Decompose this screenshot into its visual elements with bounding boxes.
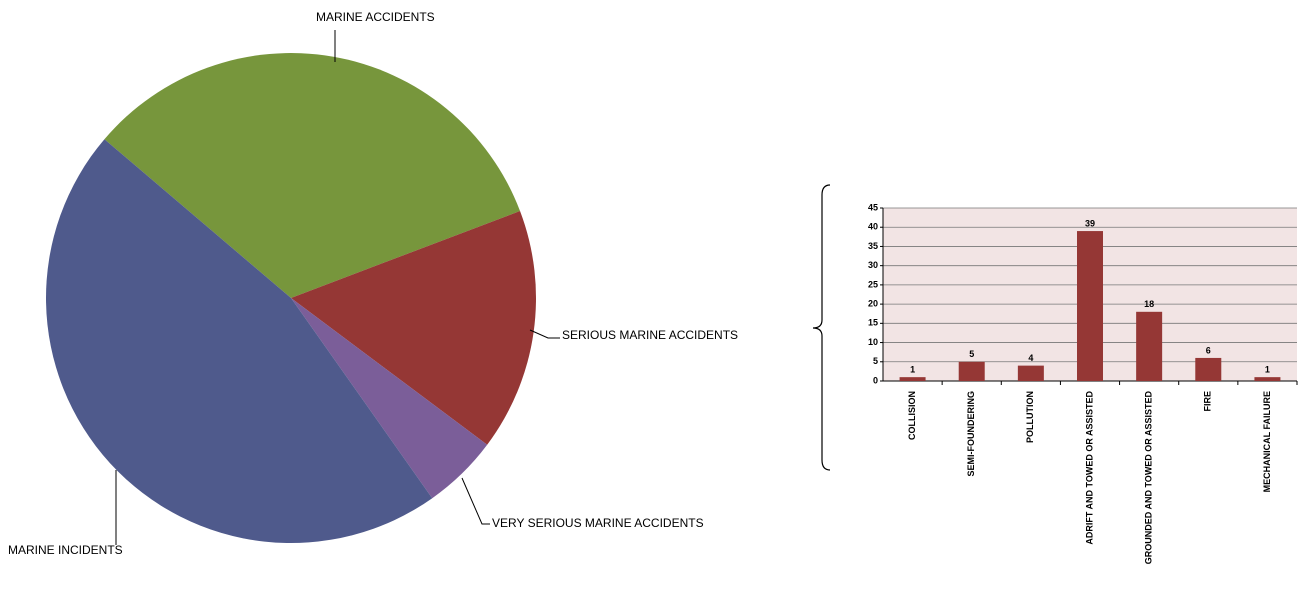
x-tick-label: SEMI-FOUNDERING [966, 391, 976, 477]
data-label: 1 [1265, 365, 1270, 375]
data-label: 18 [1144, 299, 1154, 309]
bar [1136, 311, 1163, 381]
x-tick-label: POLLUTION [1025, 391, 1035, 443]
pie-slice [104, 52, 521, 299]
pie-slice [45, 139, 433, 544]
y-tick-label: 30 [868, 260, 878, 270]
bar [1077, 231, 1103, 381]
y-tick-label: 15 [868, 318, 878, 328]
y-tick-label: 10 [868, 337, 878, 347]
pie-slice [291, 210, 536, 445]
y-tick-label: 5 [873, 356, 878, 366]
slice-label: VERY SERIOUS MARINE ACCIDENTS [492, 516, 704, 530]
y-tick-label: 25 [868, 279, 878, 289]
data-label: 5 [969, 349, 974, 359]
bar [1254, 377, 1281, 381]
x-tick-label: ADRIFT AND TOWED OR ASSISTED [1084, 391, 1094, 545]
y-tick-label: 45 [868, 202, 878, 212]
data-label: 39 [1085, 218, 1095, 228]
bar [1195, 357, 1222, 381]
x-tick-label: COLLISION [907, 391, 917, 440]
slice-label: SERIOUS MARINE ACCIDENTS [562, 328, 738, 342]
y-tick-label: 0 [873, 375, 878, 385]
bar [1017, 365, 1044, 381]
data-label: 4 [1028, 353, 1033, 363]
bracket [812, 184, 831, 471]
bar [899, 377, 926, 381]
x-tick-label: FIRE [1203, 391, 1213, 412]
y-tick-label: 40 [868, 222, 878, 232]
slice-label: MARINE ACCIDENTS [316, 10, 435, 24]
bar [958, 361, 985, 381]
data-label: 1 [910, 365, 915, 375]
y-tick-label: 35 [868, 241, 878, 251]
leader-line [529, 329, 560, 339]
slice-label: MARINE INCIDENTS [8, 543, 123, 557]
x-tick-label: MECHANICAL FAILURE [1262, 391, 1272, 492]
pie-slice [291, 298, 488, 499]
data-label: 6 [1206, 345, 1211, 355]
x-tick-label: GROUNDED AND TOWED OR ASSISTED [1144, 391, 1154, 565]
y-tick-label: 20 [868, 298, 878, 308]
leader-line [461, 477, 490, 525]
